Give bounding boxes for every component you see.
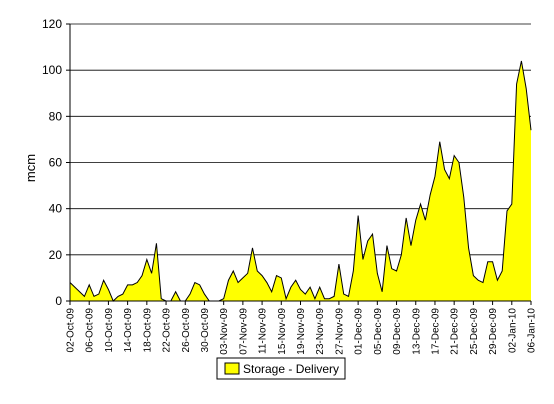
x-axis-ticks: 02-Oct-09 06-Oct-09 10-Oct-09 14-Oct-09 18-O… (66, 301, 538, 355)
legend: Storage - Delivery (216, 357, 346, 380)
x-tick-label: 06-Jan-10 (527, 308, 538, 353)
y-tick-label: 40 (49, 202, 63, 216)
x-tick-label: 18-Oct-09 (142, 308, 153, 353)
x-tick-label: 03-Nov-09 (219, 308, 230, 355)
x-tick-label: 13-Dec-09 (411, 308, 422, 355)
series-fill-storage-delivery (70, 60, 531, 302)
x-tick-label: 01-Dec-09 (354, 308, 365, 355)
series-area (69, 60, 532, 302)
y-tick-label: 0 (55, 294, 62, 308)
y-tick-label: 120 (42, 17, 62, 31)
x-tick-label: 26-Oct-09 (181, 308, 192, 353)
legend-box (216, 357, 346, 380)
y-tick-label: 20 (49, 248, 63, 262)
series-line-storage-delivery (69, 60, 532, 302)
y-axis-ticks: 0 20 40 60 80 100 120 (42, 17, 70, 308)
legend-label: Storage - Delivery (243, 362, 339, 376)
x-tick-label: 25-Dec-09 (469, 308, 480, 355)
x-tick-label: 06-Oct-09 (85, 308, 96, 353)
x-tick-label: 09-Dec-09 (392, 308, 403, 355)
x-tick-label: 23-Nov-09 (315, 308, 326, 355)
x-tick-label: 11-Nov-09 (258, 308, 269, 354)
x-tick-label: 15-Nov-09 (277, 308, 288, 355)
x-tick-label: 21-Dec-09 (450, 308, 461, 355)
x-tick-label: 07-Nov-09 (238, 308, 249, 355)
x-tick-label: 19-Nov-09 (296, 308, 307, 355)
x-tick-label: 05-Dec-09 (373, 308, 384, 355)
y-tick-label: 100 (42, 63, 62, 77)
y-tick-label: 80 (49, 109, 63, 123)
x-tick-label: 30-Oct-09 (200, 308, 211, 353)
y-axis-label: mcm (23, 154, 38, 182)
x-tick-label: 22-Oct-09 (162, 308, 173, 353)
x-tick-label: 02-Jan-10 (507, 308, 518, 353)
legend-swatch (224, 362, 240, 375)
x-tick-label: 29-Dec-09 (488, 308, 499, 355)
x-tick-label: 14-Oct-09 (123, 308, 134, 353)
y-tick-label: 60 (49, 156, 63, 170)
x-tick-label: 27-Nov-09 (334, 308, 345, 355)
x-tick-label: 10-Oct-09 (104, 308, 115, 353)
x-tick-label: 02-Oct-09 (66, 308, 77, 353)
x-tick-label: 17-Dec-09 (430, 308, 441, 355)
